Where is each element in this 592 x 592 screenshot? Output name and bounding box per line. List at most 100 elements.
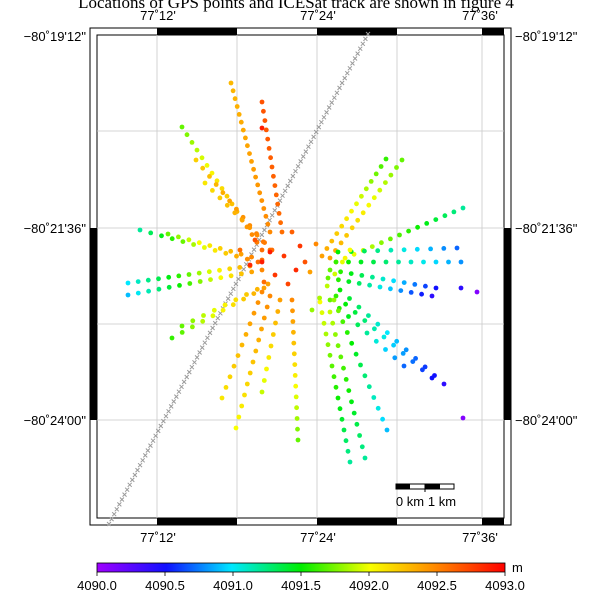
gps-point — [167, 285, 172, 290]
gps-point — [265, 305, 270, 310]
gps-point — [383, 180, 388, 185]
gps-point — [338, 406, 343, 411]
icesat-track-marker — [270, 213, 274, 217]
gps-point — [224, 385, 229, 390]
gps-point — [264, 367, 269, 372]
gps-point — [346, 388, 351, 393]
gps-point — [294, 395, 299, 400]
icesat-track-marker — [358, 47, 362, 51]
gps-point — [274, 193, 279, 198]
gps-point — [475, 290, 480, 295]
gps-point — [201, 313, 206, 318]
icesat-track-marker — [192, 360, 196, 364]
gps-point — [195, 148, 200, 153]
gps-point — [292, 362, 297, 367]
icesat-track-marker — [348, 66, 352, 70]
frame-bar-top-2 — [317, 28, 397, 35]
gps-point — [221, 190, 226, 195]
gps-point — [343, 302, 348, 307]
gps-point — [248, 263, 253, 268]
gps-point — [203, 181, 208, 186]
gps-point — [346, 260, 351, 265]
icesat-track-marker — [340, 81, 344, 85]
gps-point — [248, 371, 253, 376]
gps-point — [325, 284, 330, 289]
gps-point — [253, 349, 258, 354]
gps-point — [146, 289, 151, 294]
gps-point — [391, 343, 396, 348]
icesat-track-marker — [195, 355, 199, 359]
gps-point — [349, 209, 354, 214]
gps-point — [349, 399, 354, 404]
gps-point — [190, 325, 195, 330]
gps-point — [334, 260, 339, 265]
icesat-track-marker — [148, 444, 152, 448]
gps-point — [248, 321, 253, 326]
gps-point — [202, 245, 207, 250]
gps-point — [257, 190, 262, 195]
gps-points — [126, 81, 480, 465]
gps-point — [442, 382, 447, 387]
icesat-track-marker — [182, 380, 186, 384]
icesat-track-marker — [128, 483, 132, 487]
icesat-track-marker — [198, 351, 202, 355]
gps-point — [239, 271, 244, 276]
colorbar-gradient — [97, 563, 505, 572]
gps-point — [433, 217, 438, 222]
gps-point — [266, 222, 271, 227]
icesat-track-marker — [361, 42, 365, 46]
gps-point — [317, 296, 322, 301]
gps-point — [268, 155, 273, 160]
lat-label-left-2: −80˚21'36" — [24, 221, 87, 236]
icesat-track-marker — [288, 179, 292, 183]
icesat-track-marker — [138, 463, 142, 467]
gps-point — [232, 364, 237, 369]
gps-point — [336, 308, 341, 313]
gps-point — [328, 310, 333, 315]
gps-point — [262, 280, 267, 285]
gps-point — [157, 287, 162, 292]
gps-point — [360, 444, 365, 449]
gps-point — [421, 260, 426, 265]
gps-point — [334, 231, 339, 236]
gps-point — [392, 355, 397, 360]
gps-point — [340, 260, 345, 265]
gps-point — [275, 202, 280, 207]
gps-point — [383, 347, 388, 352]
frame-bar-bottom-2 — [317, 518, 397, 525]
gps-point — [329, 239, 334, 244]
icesat-track-marker — [172, 400, 176, 404]
gps-point — [262, 240, 267, 245]
gps-point — [354, 352, 359, 357]
gps-point — [379, 240, 384, 245]
gps-point — [340, 417, 345, 422]
gps-point — [420, 367, 425, 372]
gps-point — [227, 199, 232, 204]
gps-point — [443, 213, 448, 218]
gps-point — [251, 167, 256, 172]
gps-point — [308, 270, 313, 275]
lat-label-left-3: −80˚24'00" — [24, 413, 87, 428]
frame-bar-right-1 — [504, 228, 511, 420]
gps-point — [295, 427, 300, 432]
gps-point — [221, 308, 226, 313]
icesat-track-marker — [281, 194, 285, 198]
gps-point — [200, 319, 205, 324]
lat-label-right-3: −80˚24'00" — [515, 413, 578, 428]
gps-point — [180, 125, 185, 130]
frame-outer — [90, 28, 511, 525]
icesat-track-marker — [216, 316, 220, 320]
gps-point — [459, 260, 464, 265]
icesat-track-marker — [151, 439, 155, 443]
gps-point — [225, 194, 230, 199]
icesat-track-marker — [262, 228, 266, 232]
colorbar-ticks: 4090.0 4090.5 4091.0 4091.5 4092.0 4092.5 4093… — [77, 572, 525, 592]
gps-point — [357, 433, 362, 438]
gps-point — [190, 318, 195, 323]
gps-point — [271, 332, 276, 337]
gps-point — [251, 291, 256, 296]
gps-point — [377, 188, 382, 193]
gps-point — [338, 355, 343, 360]
gps-point — [273, 273, 278, 278]
gps-point — [214, 182, 219, 187]
